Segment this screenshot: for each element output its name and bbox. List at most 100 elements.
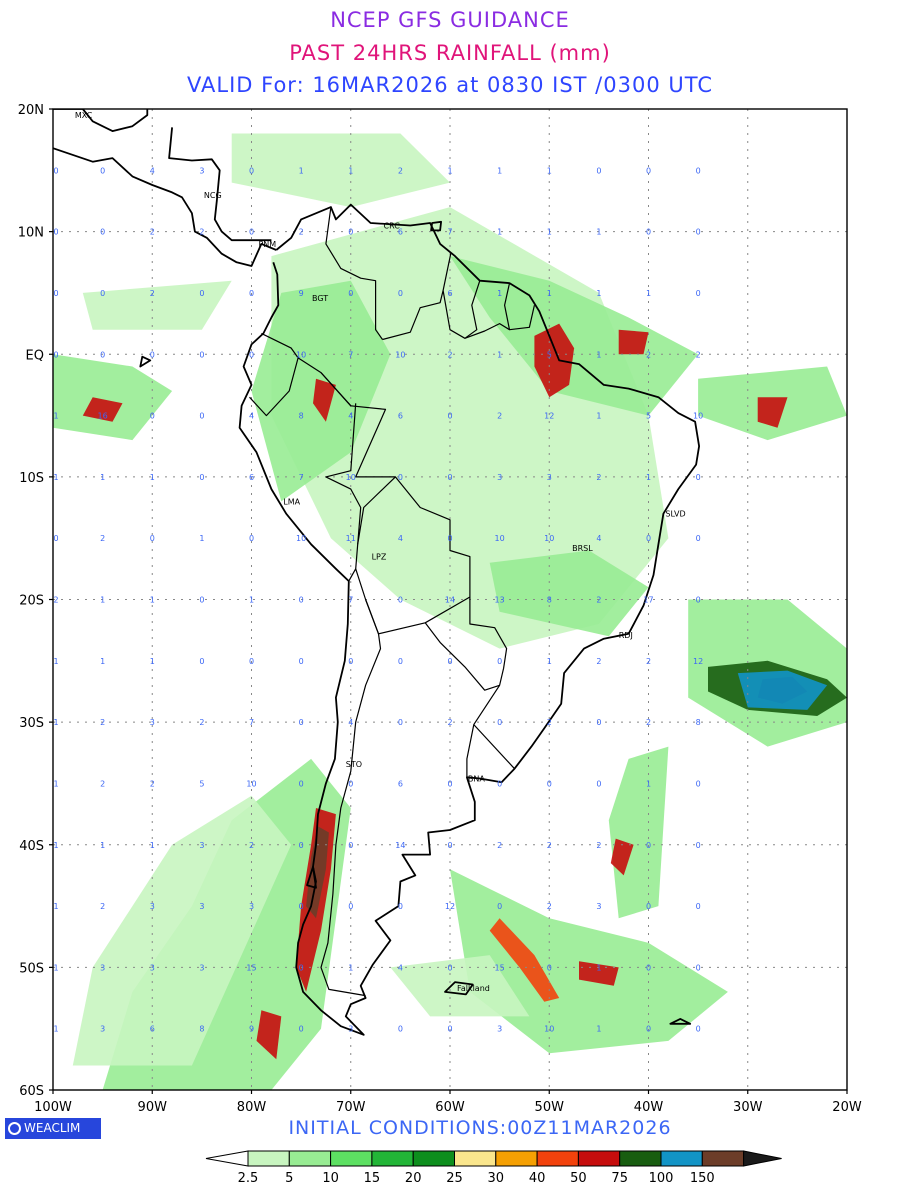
grid-value: 2 bbox=[447, 718, 452, 727]
grid-value: 1 bbox=[497, 350, 502, 359]
legend-swatch bbox=[495, 1150, 538, 1167]
legend-label: 150 bbox=[690, 1171, 715, 1186]
grid-values: 0 0 4 3 0 1 1 2 1 1 1 0 0 00 0 2 2 0 2 0 6 7 1 1 1 0 00 0 2 0 0 9 0 0 6 1 1 1… bbox=[53, 166, 703, 1033]
grid-value: 2 bbox=[547, 718, 552, 727]
grid-value: 0 bbox=[646, 166, 651, 175]
city-label: Falkland bbox=[457, 984, 490, 993]
grid-value: 1 bbox=[53, 779, 58, 788]
country-border bbox=[325, 403, 362, 582]
legend-swatch bbox=[536, 1150, 579, 1167]
grid-value: 0 bbox=[596, 779, 601, 788]
grid-value: 6 bbox=[249, 473, 254, 482]
grid-value: 12 bbox=[544, 412, 554, 421]
grid-value: 0 bbox=[150, 412, 155, 421]
legend-label: 20 bbox=[405, 1171, 422, 1186]
coastline bbox=[168, 127, 272, 242]
grid-value: 3 bbox=[596, 902, 601, 911]
grid-value: 0 bbox=[398, 657, 403, 666]
rain-patch bbox=[534, 323, 575, 398]
grid-value: 3 bbox=[497, 473, 502, 482]
map-title: NCEP GFS GUIDANCE bbox=[330, 8, 570, 32]
city-label: BRSL bbox=[572, 544, 593, 553]
grid-value: 0 bbox=[646, 1025, 651, 1034]
grid-value: 0 bbox=[100, 350, 105, 359]
grid-value: 0 bbox=[547, 779, 552, 788]
legend-swatch bbox=[330, 1150, 373, 1167]
grid-value: 10 bbox=[693, 412, 703, 421]
grid-value: 0 bbox=[100, 228, 105, 237]
grid-value: 15 bbox=[495, 963, 505, 972]
legend-label: 30 bbox=[488, 1171, 505, 1186]
grid-value: 2 bbox=[150, 228, 155, 237]
grid-value: 1 bbox=[53, 412, 58, 421]
grid-value: 0 bbox=[696, 963, 701, 972]
grid-value: 3 bbox=[150, 718, 155, 727]
grid-value: 0 bbox=[696, 289, 701, 298]
grid-value: 0 bbox=[696, 1025, 701, 1034]
grid-value: 2 bbox=[646, 657, 651, 666]
grid-value: 1 bbox=[497, 166, 502, 175]
legend-low-arrow bbox=[205, 1150, 249, 1167]
grid-value: 1 bbox=[348, 963, 353, 972]
grid-value: 3 bbox=[100, 1025, 105, 1034]
lat-label: 60S bbox=[19, 1084, 44, 1099]
grid-value: 2 bbox=[150, 779, 155, 788]
legend-label: 2.5 bbox=[238, 1171, 259, 1186]
grid-value: 2 bbox=[497, 841, 502, 850]
country-border bbox=[473, 724, 515, 770]
logo-text: WEACLIM bbox=[24, 1121, 81, 1135]
grid-value: 0 bbox=[249, 534, 254, 543]
grid-value: 4 bbox=[596, 534, 601, 543]
grid-value: 3 bbox=[547, 473, 552, 482]
grid-value: 0 bbox=[646, 963, 651, 972]
rainfall-layer bbox=[53, 133, 847, 1090]
country-border bbox=[504, 282, 535, 331]
legend-swatch bbox=[577, 1150, 621, 1167]
grid-value: 8 bbox=[696, 718, 701, 727]
rain-patch bbox=[579, 961, 619, 986]
grid-value: 0 bbox=[53, 166, 58, 175]
grid-value: 5 bbox=[199, 779, 204, 788]
island bbox=[306, 865, 317, 889]
rain-patch bbox=[608, 746, 669, 919]
grid-value: 2 bbox=[447, 350, 452, 359]
grid-value: 0 bbox=[646, 902, 651, 911]
grid-value: 0 bbox=[348, 902, 353, 911]
grid-value: 2 bbox=[199, 718, 204, 727]
grid-value: 1 bbox=[53, 718, 58, 727]
grid-value: 1 bbox=[596, 228, 601, 237]
country-border bbox=[249, 357, 299, 417]
lat-label: EQ bbox=[26, 348, 44, 363]
country-border bbox=[464, 280, 481, 339]
city-labels: MXC NCG PNM CRC BGT LMA LPZ BRSL SLVD RDJ STO BNA Fa… bbox=[75, 111, 686, 993]
grid-value: 1 bbox=[53, 657, 58, 666]
grid-value: 6 bbox=[398, 412, 403, 421]
grid-value: 10 bbox=[296, 350, 306, 359]
rain-patch bbox=[313, 378, 336, 422]
grid-value: 1 bbox=[100, 657, 105, 666]
grid-value: 1 bbox=[497, 289, 502, 298]
grid-value: 3 bbox=[150, 902, 155, 911]
grid-value: 10 bbox=[544, 534, 554, 543]
legend-swatch bbox=[412, 1150, 456, 1167]
grid-value: 1 bbox=[53, 902, 58, 911]
grid-value: 2 bbox=[100, 718, 105, 727]
grid-value: 0 bbox=[398, 1025, 403, 1034]
legend-label: 25 bbox=[446, 1171, 463, 1186]
grid-value: 1 bbox=[249, 596, 254, 605]
rain-patch bbox=[450, 256, 699, 416]
city-label: MXC bbox=[75, 111, 93, 120]
legend-swatch bbox=[454, 1150, 497, 1167]
grid-value: 0 bbox=[398, 596, 403, 605]
grid-value: 0 bbox=[596, 166, 601, 175]
grid-value: 2 bbox=[696, 350, 701, 359]
legend-label: 15 bbox=[364, 1171, 381, 1186]
grid-value: 2 bbox=[497, 412, 502, 421]
grid-value: 1 bbox=[547, 228, 552, 237]
grid-value: 0 bbox=[447, 412, 452, 421]
grid-value: 0 bbox=[199, 657, 204, 666]
grid-value: 1 bbox=[299, 166, 304, 175]
grid-value: 2 bbox=[249, 841, 254, 850]
grid-value: 0 bbox=[547, 963, 552, 972]
